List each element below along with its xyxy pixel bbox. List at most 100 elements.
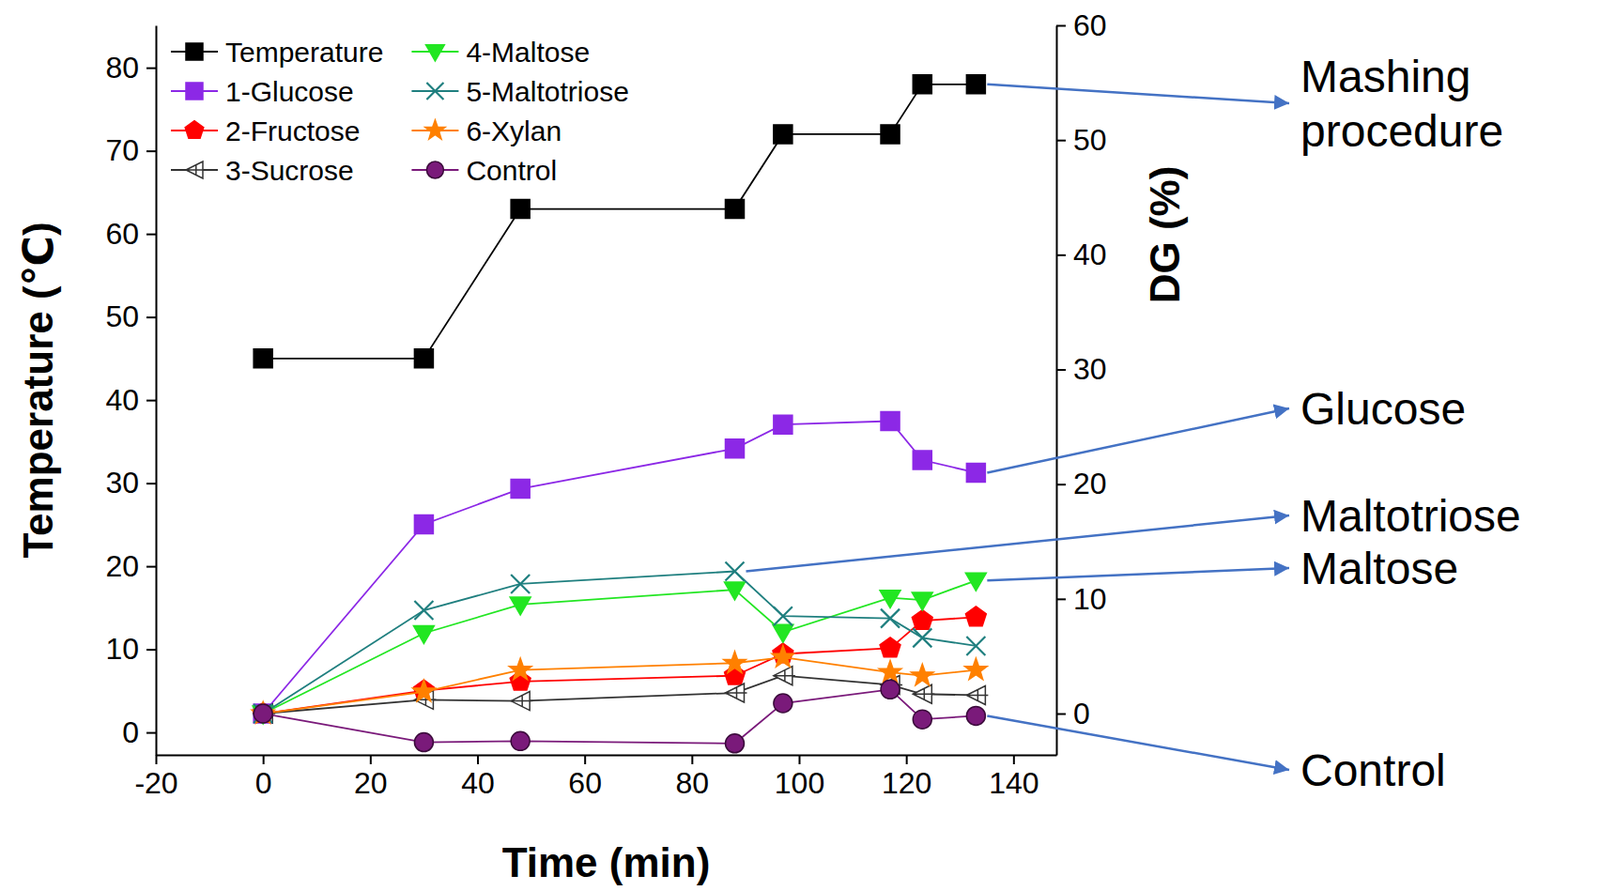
y2-tick-mark (1056, 598, 1066, 600)
series-markers (253, 562, 985, 724)
x-tick: 100 (774, 754, 825, 800)
x-tick: 120 (881, 754, 932, 800)
data-point (965, 606, 986, 627)
series-markers (253, 666, 988, 724)
x-axis-title: Time (min) (502, 839, 711, 886)
series-line (262, 420, 976, 714)
data-point (723, 651, 747, 674)
y2-tick: 40 (1056, 237, 1108, 272)
legend-symbol (184, 121, 204, 139)
x-tick-mark (906, 754, 908, 765)
legend-label: 4-Maltose (465, 36, 590, 68)
y2-tick-mark (1056, 25, 1066, 28)
x-tick-mark (584, 754, 586, 765)
data-point (414, 733, 433, 753)
series-line (262, 689, 976, 743)
data-point (772, 624, 794, 643)
y-tick-label: 60 (105, 216, 139, 251)
data-point (910, 663, 934, 686)
chart: -200204060801001201400102030405060708001… (0, 0, 1600, 891)
y2-axis-line (1056, 26, 1059, 756)
y-tick-mark (146, 233, 156, 236)
x-tick-mark (476, 754, 479, 765)
x-tick-label: 140 (988, 766, 1039, 800)
y-tick-mark (146, 150, 156, 153)
data-point (725, 562, 745, 582)
y-tick-mark (146, 67, 156, 70)
x-tick: 0 (255, 754, 273, 800)
y-tick-label: 20 (105, 549, 139, 584)
legend-symbol (425, 120, 446, 139)
x-tick-label: 40 (461, 766, 495, 800)
data-point (510, 200, 530, 219)
data-point (771, 646, 795, 668)
y-tick: 30 (105, 465, 156, 500)
legend-symbol (426, 45, 446, 62)
data-point (965, 572, 986, 591)
y-tick-label: 50 (105, 299, 139, 334)
data-point (725, 200, 745, 219)
data-point (252, 703, 274, 724)
x-tick-label: 80 (676, 766, 710, 800)
y2-tick-mark (1056, 369, 1066, 371)
legend-item: Temperature (170, 36, 384, 68)
data-point (964, 658, 987, 680)
annotations: MashingprocedureGlucoseMaltotrioseMaltos… (746, 51, 1522, 796)
y-tick-mark (146, 648, 156, 651)
annotation-arrow (986, 408, 1290, 473)
y-tick: 50 (105, 299, 156, 334)
data-point (966, 706, 985, 725)
data-point (253, 704, 273, 724)
series-markers (253, 75, 985, 369)
data-point (413, 626, 434, 645)
y2-tick-mark (1056, 139, 1066, 142)
annotation: Maltose (1300, 543, 1459, 594)
data-point (880, 609, 900, 629)
annotation-arrow (986, 715, 1290, 770)
data-point (966, 685, 988, 705)
x-tick: -20 (134, 754, 178, 800)
legend-symbol (426, 82, 444, 100)
y-tick: 80 (105, 50, 156, 85)
data-point (912, 450, 932, 470)
data-point (966, 636, 985, 656)
y2-tick: 20 (1056, 466, 1108, 501)
annotation-arrow (986, 568, 1290, 581)
series-line (262, 676, 976, 714)
y2-tick-mark (1056, 483, 1066, 486)
y-tick: 40 (105, 383, 156, 417)
data-point (911, 610, 933, 631)
legend-item: 4-Maltose (411, 36, 590, 68)
data-point (773, 666, 796, 686)
series-markers (253, 411, 985, 724)
data-point (773, 606, 793, 626)
y-tick: 20 (105, 549, 156, 584)
y-tick-label: 30 (105, 465, 139, 500)
data-point (880, 411, 900, 431)
data-point (773, 124, 793, 144)
y-tick: 60 (105, 216, 156, 251)
y2-tick-label: 10 (1073, 582, 1108, 616)
data-point (725, 734, 745, 754)
x-tick-label: 0 (255, 766, 273, 800)
y2-tick-label: 40 (1073, 237, 1108, 272)
x-tick-mark (1013, 754, 1016, 765)
x-tick: 140 (988, 754, 1039, 800)
annotation-arrow (746, 515, 1291, 572)
data-point (413, 679, 436, 702)
y2-tick-label: 60 (1073, 8, 1108, 43)
y2-tick: 10 (1056, 582, 1108, 616)
y-tick-mark (146, 566, 156, 569)
data-point (878, 661, 902, 683)
legend: Temperature1-Glucose2-Fructose3-Sucrose4… (170, 36, 630, 186)
y2-tick-label: 20 (1073, 466, 1108, 501)
x-tick: 20 (353, 754, 388, 800)
y-tick-label: 80 (105, 50, 139, 85)
x-tick-mark (262, 754, 265, 765)
legend-label: Temperature (225, 36, 384, 68)
series-line (262, 657, 976, 714)
data-point (253, 704, 273, 724)
data-point (912, 684, 935, 704)
x-tick-mark (799, 754, 801, 765)
x-tick: 40 (461, 754, 495, 800)
